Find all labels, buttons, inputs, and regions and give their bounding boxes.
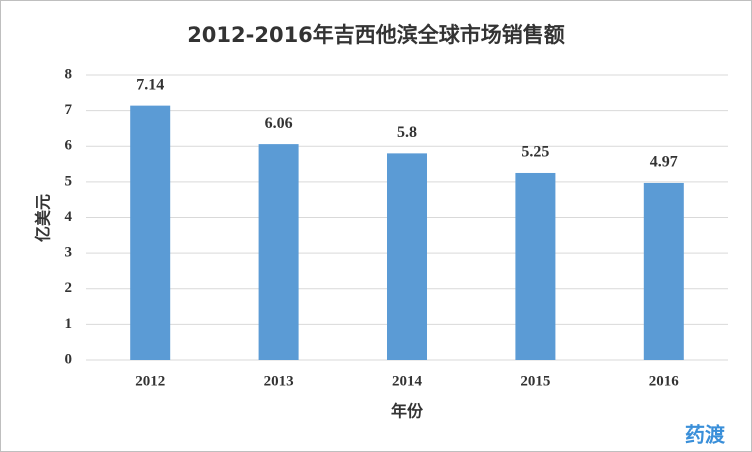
bar xyxy=(130,105,171,360)
data-label: 4.97 xyxy=(650,154,678,171)
y-tick-label: 2 xyxy=(65,280,73,296)
watermark: 药渡 xyxy=(685,423,726,447)
data-label: 5.25 xyxy=(521,144,549,161)
chart-title: 2012-2016年吉西他滨全球市场销售额 xyxy=(187,23,565,47)
data-label: 5.8 xyxy=(397,124,417,141)
y-tick-label: 5 xyxy=(65,173,73,189)
bar xyxy=(643,182,684,360)
x-tick-label: 2013 xyxy=(264,373,294,389)
y-axis-label: 亿美元 xyxy=(34,194,53,242)
y-tick-label: 1 xyxy=(65,316,73,332)
data-label: 6.06 xyxy=(265,115,293,132)
bar xyxy=(515,172,556,360)
x-tick-label: 2016 xyxy=(649,373,680,389)
y-tick-label: 4 xyxy=(65,209,73,225)
bar xyxy=(387,153,427,360)
y-tick-label: 0 xyxy=(65,351,73,367)
y-tick-label: 3 xyxy=(65,245,73,261)
y-tick-label: 8 xyxy=(65,66,73,82)
x-tick-label: 2014 xyxy=(392,373,423,389)
x-axis-label: 年份 xyxy=(391,402,424,421)
y-tick-label: 6 xyxy=(65,138,73,154)
y-tick-label: 7 xyxy=(65,102,73,118)
bar xyxy=(258,144,299,360)
x-tick-label: 2015 xyxy=(520,373,550,389)
x-tick-label: 2012 xyxy=(135,373,165,389)
data-label: 7.14 xyxy=(136,76,164,93)
